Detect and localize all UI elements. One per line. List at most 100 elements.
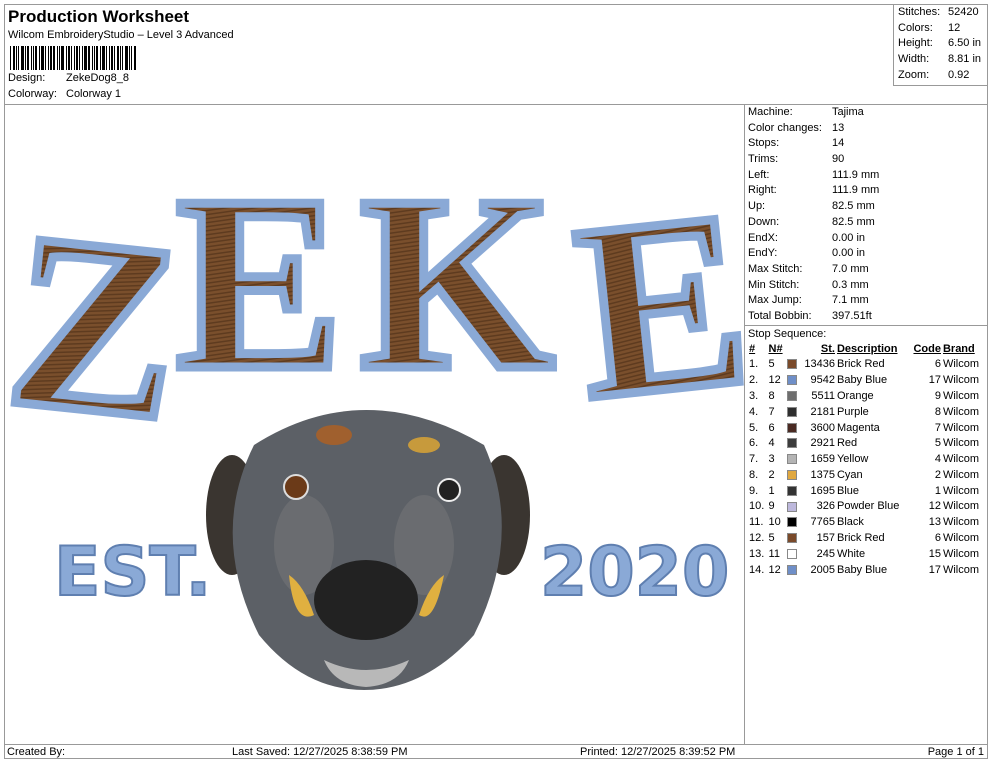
stats-row: Width: 8.81 in: [898, 52, 984, 68]
stop-number: 10.: [749, 500, 765, 513]
stop-number: 1.: [749, 358, 759, 371]
code: 4: [934, 453, 941, 466]
machine-row: Max Jump: 7.1 mm: [748, 293, 985, 309]
stat-value: Tajima: [832, 106, 864, 118]
stat-label: Min Stitch:: [748, 278, 800, 291]
description: Magenta: [836, 421, 880, 434]
app-subtitle: Wilcom EmbroideryStudio – Level 3 Advanc…: [8, 29, 234, 41]
stitch-count: 1659: [810, 453, 835, 466]
last-saved: Last Saved: 12/27/2025 8:38:59 PM: [232, 746, 408, 758]
barcode-bar: [111, 46, 113, 70]
stop-number: 11.: [749, 516, 764, 529]
color-swatch: [786, 451, 800, 467]
code: 5: [934, 437, 941, 450]
brand: Wilcom: [942, 468, 980, 481]
printed-date: Printed: 12/27/2025 8:39:52 PM: [580, 746, 736, 758]
barcode-bar: [71, 46, 72, 70]
stat-value: 12: [948, 21, 961, 34]
barcode-bar: [41, 46, 44, 70]
letter-z: Z: [4, 180, 193, 473]
brand: Wilcom: [942, 484, 980, 497]
stat-value: 0.92: [948, 68, 970, 81]
stop-number: 14.: [749, 563, 765, 576]
code: 9: [934, 389, 941, 402]
letter-e1: E: [176, 145, 343, 422]
barcode-bar: [122, 46, 123, 70]
needle-number: 9: [768, 500, 775, 513]
brand: Wilcom: [942, 421, 980, 434]
needle-number: 7: [768, 405, 775, 418]
stat-label: Width:: [898, 53, 930, 66]
stat-label: Total Bobbin:: [748, 309, 812, 322]
stitch-count: 5511: [811, 389, 835, 402]
page-title: Production Worksheet: [8, 7, 190, 26]
code: 2: [934, 468, 941, 481]
needle-number: 5: [768, 532, 775, 545]
barcode-bar: [16, 46, 17, 70]
stitch-count: 2921: [810, 437, 835, 450]
barcode-bar: [79, 46, 80, 70]
stitch-count: 2005: [810, 563, 835, 576]
stat-value: 7.1 mm: [832, 294, 869, 307]
machine-row: Down: 82.5 mm: [748, 215, 985, 231]
brand: Wilcom: [942, 563, 980, 576]
barcode-bar: [131, 46, 132, 70]
barcode-bar: [57, 46, 58, 70]
barcode-bar: [82, 46, 83, 70]
stop-number: 13.: [749, 547, 765, 560]
swatch: [786, 485, 797, 496]
stat-value: 82.5 mm: [832, 200, 875, 213]
barcode-bar: [18, 46, 19, 70]
barcode-bar: [39, 46, 40, 70]
color-swatch: [786, 514, 800, 530]
worksheet-frame: [4, 4, 988, 759]
barcode-bar: [100, 46, 101, 70]
stat-value: 111.9 mm: [832, 168, 880, 181]
barcode-bar: [125, 46, 128, 70]
machine-row: Min Stitch: 0.3 mm: [748, 278, 985, 294]
needle-number: 1: [768, 484, 775, 497]
machine-row: Total Bobbin: 397.51ft: [748, 309, 985, 325]
table-row: 13. 11 245 White 15 Wilcom: [748, 546, 985, 562]
stitch-count: 1375: [810, 468, 835, 481]
swatch: [786, 469, 797, 480]
stop-number: 5.: [749, 421, 759, 434]
color-swatch: [786, 499, 800, 515]
worksheet-footer: Created By: Last Saved: 12/27/2025 8:38:…: [4, 744, 988, 759]
barcode-bar: [25, 46, 26, 70]
machine-stats: Machine: Tajima Color changes: 13 Stops: 14 Tr…: [748, 105, 985, 325]
stitch-count: 13436: [804, 358, 835, 371]
barcode-bar: [21, 46, 24, 70]
barcode-bar: [117, 46, 119, 70]
machine-info-panel: Machine: Tajima Color changes: 13 Stops: 14 Tr…: [745, 105, 988, 578]
stitch-count: 245: [816, 547, 835, 560]
description: White: [836, 547, 866, 560]
machine-row: Up: 82.5 mm: [748, 199, 985, 215]
machine-row: Right: 111.9 mm: [748, 183, 985, 199]
description: Powder Blue: [836, 500, 900, 513]
color-swatch: [786, 404, 800, 420]
colorway: Colorway: Colorway 1: [8, 88, 122, 100]
barcode-bar: [66, 46, 67, 70]
code: 6: [934, 358, 941, 371]
swatch: [786, 533, 797, 544]
barcode-bar: [92, 46, 93, 70]
color-swatch: [786, 467, 800, 483]
machine-row: EndY: 0.00 in: [748, 246, 985, 262]
description: Brick Red: [836, 358, 885, 371]
stats-row: Height: 6.50 in: [898, 36, 984, 52]
color-swatch: [786, 483, 800, 499]
letter-e2: E: [565, 159, 745, 452]
stat-value: 8.81 in: [948, 53, 982, 66]
stat-value: 0.3 mm: [832, 278, 869, 291]
stat-label: EndY:: [748, 247, 778, 260]
barcode-bar: [88, 46, 90, 70]
swatch: [786, 548, 797, 559]
swatch: [786, 391, 797, 401]
stat-value: 111.9 mm: [832, 184, 880, 197]
stat-label: Machine:: [748, 106, 793, 118]
stat-value: 13: [832, 121, 845, 134]
stitch-count: 326: [816, 500, 835, 513]
stat-label: Color changes:: [748, 121, 822, 134]
stats-row: Colors: 12: [898, 21, 984, 37]
